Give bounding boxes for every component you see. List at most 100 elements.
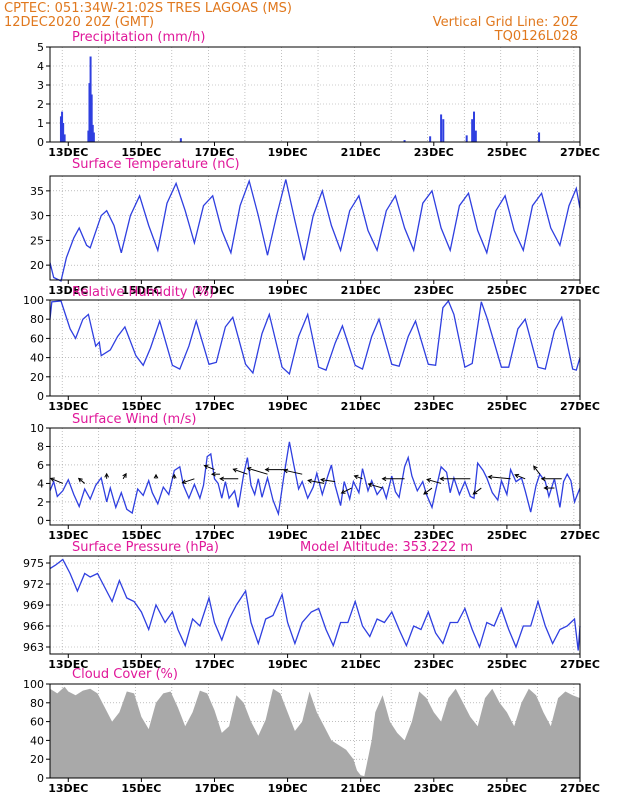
relative_humidity-panel: Relative Humidity (%) 0 20 40 60 80 100 13DEC 15… [23, 285, 600, 413]
precipitation-xtick-label: 25DEC [487, 146, 527, 159]
precipitation-bar [87, 130, 90, 142]
surface_temperature-xtick-label: 19DEC [268, 284, 308, 297]
surface_wind-xtick-label: 27DEC [560, 529, 600, 542]
precipitation-bar [403, 140, 406, 142]
wind-arrow [540, 476, 562, 482]
wind-arrow-head [232, 468, 238, 473]
precipitation-panel: Precipitation (mm/h) 0 1 2 3 4 5 13DEC 15DEC 17DE… [37, 30, 600, 159]
surface_wind-ytick-label: 4 [37, 477, 44, 490]
surface_temperature-ytick-label: 35 [30, 185, 44, 198]
precipitation-title: Precipitation (mm/h) [72, 30, 205, 45]
wind-arrow [487, 474, 511, 480]
relative_humidity-ytick-label: 40 [30, 352, 44, 365]
surface_temperature-panel: Surface Temperature (nC) 20 25 30 35 13DEC 15D… [30, 157, 600, 297]
wind-arrow-shaft [321, 479, 336, 483]
wind-arrow-shaft [473, 487, 482, 495]
surface_temperature-xtick-label: 21DEC [341, 284, 381, 297]
precipitation-xtick-label: 21DEC [341, 146, 381, 159]
wind-arrow-head [283, 468, 289, 474]
precipitation-bar [90, 94, 93, 142]
surface_pressure-xtick-label: 15DEC [121, 658, 161, 671]
wind-arrow-head [219, 476, 224, 482]
wind-arrow [320, 477, 336, 483]
wind-arrow [104, 472, 110, 479]
surface_temperature-title: Surface Temperature (nC) [72, 157, 240, 172]
precipitation-xtick-label: 19DEC [268, 146, 308, 159]
wind-arrow [543, 485, 555, 491]
surface_wind-xtick-label: 21DEC [341, 529, 381, 542]
wind-arrow-shaft [533, 465, 541, 475]
cloud-cover-area [50, 686, 580, 778]
surface_temperature-ytick-label: 30 [30, 210, 44, 223]
surface_temperature-xtick-label: 13DEC [48, 284, 88, 297]
wind-arrow-shaft [50, 477, 63, 484]
wind-arrow-shaft [247, 467, 268, 475]
wind-arrow-shaft [488, 476, 511, 480]
surface_pressure-xtick-label: 25DEC [487, 658, 527, 671]
precipitation-xtick-label: 27DEC [560, 146, 600, 159]
wind-arrow [283, 468, 303, 475]
precipitation-bar [179, 138, 182, 142]
wind-arrow-head [210, 471, 216, 477]
precipitation-xtick-label: 17DEC [194, 146, 234, 159]
wind-arrow-head [203, 464, 209, 469]
precipitation-frame [49, 46, 581, 143]
wind-arrow-head [533, 465, 538, 471]
wind-arrow-head [543, 485, 549, 491]
relative_humidity-ytick-label: 20 [30, 371, 44, 384]
wind-arrow [381, 476, 405, 482]
surface_wind-xtick-label: 15DEC [121, 529, 161, 542]
wind-arrow-head [49, 477, 55, 482]
surface_wind-frame [49, 427, 581, 526]
precipitation-bar [473, 111, 475, 142]
wind-arrow-shaft [182, 478, 195, 484]
precipitation-bar [471, 119, 474, 142]
relative_humidity-xtick-label: 25DEC [487, 400, 527, 413]
cloud_cover-ytick-label: 20 [30, 753, 44, 766]
wind-arrow-shaft [78, 478, 86, 484]
wind-arrow-head [104, 472, 110, 478]
precipitation-bar [59, 116, 62, 142]
wind-arrow-head [540, 476, 546, 482]
wind-arrow-shaft [284, 469, 303, 475]
precipitation-bar [442, 119, 445, 142]
wind-arrow [219, 476, 239, 482]
precipitation-bar [91, 124, 94, 142]
relative_humidity-line [49, 299, 581, 376]
surface_pressure-ytick-label: 975 [23, 557, 44, 570]
precipitation-bar [62, 123, 65, 142]
precipitation-bar [92, 132, 95, 142]
wind-arrow-shaft [233, 468, 248, 475]
cloud_cover-panel: Cloud Cover (%) 0 20 40 60 80 100 13DEC 15DEC 17D… [23, 667, 600, 795]
wind-arrow-head [439, 476, 445, 482]
surface_wind-ytick-label: 0 [37, 514, 44, 527]
surface_wind-ytick-label: 8 [37, 440, 44, 453]
wind-arrow-head [487, 474, 493, 480]
surface_pressure-ytick-label: 972 [23, 578, 44, 591]
cloud_cover-frame [49, 683, 581, 779]
surface_pressure-panel: Surface Pressure (hPa) Model Altitude: 35… [23, 540, 600, 671]
wind-arrow-head [264, 467, 270, 472]
surface_wind-title: Surface Wind (m/s) [72, 412, 196, 427]
surface_temperature-frame [49, 175, 581, 281]
wind-arrow-head [307, 478, 313, 484]
relative_humidity-xtick-label: 27DEC [560, 400, 600, 413]
wind-arrow-shaft [341, 487, 352, 494]
surface_pressure-title: Surface Pressure (hPa) [72, 540, 219, 555]
surface_pressure-ytick-label: 963 [23, 641, 44, 654]
wind-arrow [367, 482, 383, 489]
surface_temperature-xtick-label: 25DEC [487, 284, 527, 297]
surface_temperature-xtick-label: 17DEC [194, 284, 234, 297]
precipitation-xtick-label: 15DEC [121, 146, 161, 159]
cloud_cover-ytick-label: 60 [30, 716, 44, 729]
precipitation-xtick-label: 23DEC [414, 146, 454, 159]
wind-arrow-head [320, 477, 326, 483]
precipitation-bar [538, 132, 541, 142]
wind-arrow [423, 487, 433, 495]
surface_pressure-xtick-label: 27DEC [560, 658, 600, 671]
relative_humidity-xtick-label: 15DEC [121, 400, 161, 413]
cloud_cover-xtick-label: 23DEC [414, 782, 454, 795]
relative_humidity-xtick-label: 19DEC [268, 400, 308, 413]
surface_pressure-xtick-label: 23DEC [414, 658, 454, 671]
